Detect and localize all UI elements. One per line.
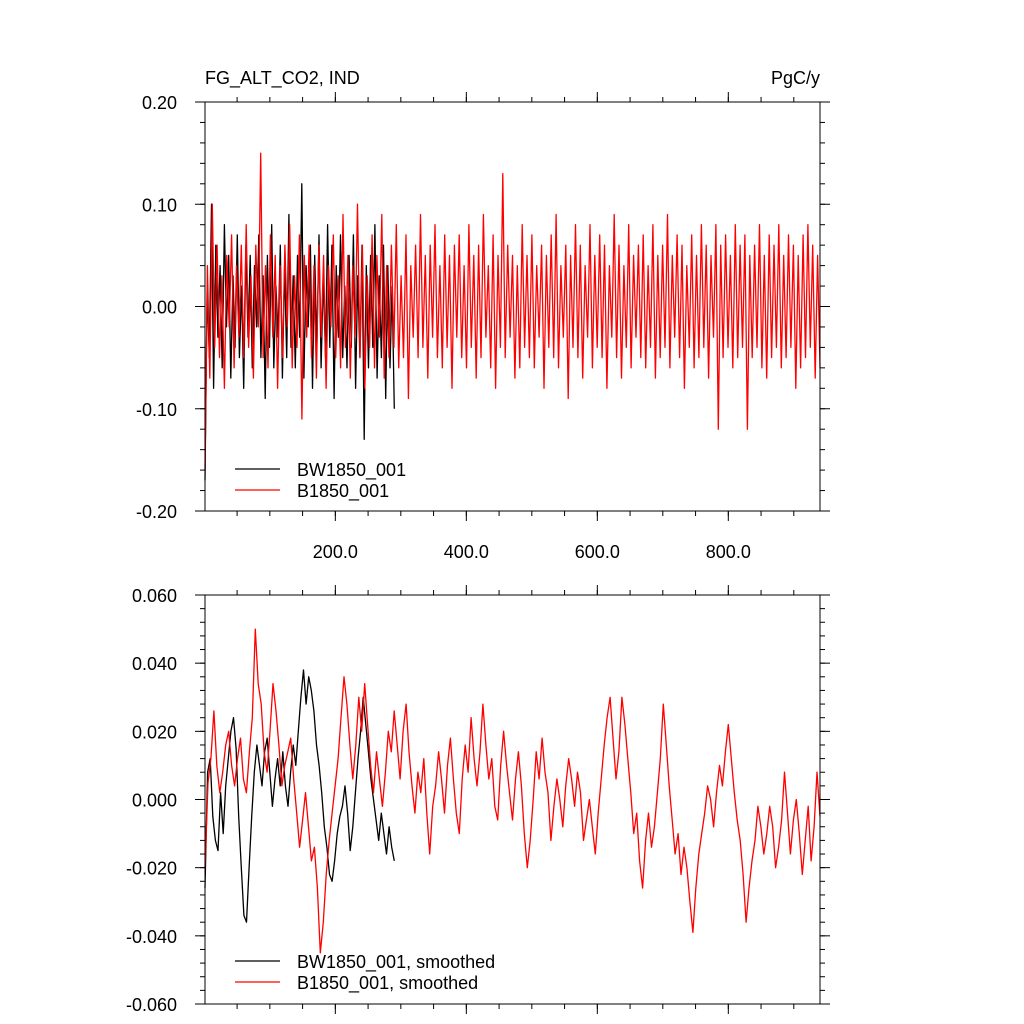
top-panel-legend: BW1850_001 B1850_001	[235, 460, 406, 502]
y-tick-label: -0.020	[126, 859, 177, 879]
legend-label-b1850: B1850_001	[297, 481, 389, 502]
top-panel-ticks: -0.20 -0.10 0.00 0.10 0.20 200.0 400.0 600.0 800…	[136, 92, 830, 562]
y-tick-label: -0.20	[136, 502, 177, 522]
legend-label-b1850-smoothed: B1850_001, smoothed	[297, 973, 478, 994]
x-tick-label: 200.0	[313, 542, 358, 562]
series-line-1-0	[204, 669, 395, 923]
top-panel-units: PgC/y	[771, 68, 820, 88]
y-tick-label: 0.000	[132, 791, 177, 811]
bottom-panel: -0.060 -0.040 -0.020 0.000 0.020 0.040 0.060 B…	[126, 585, 830, 1015]
y-tick-label: -0.040	[126, 927, 177, 947]
top-panel: FG_ALT_CO2, IND PgC/y -0.20 -0.10 0.00 0.10…	[136, 68, 830, 562]
series-line-0-1	[204, 152, 821, 471]
top-panel-series	[204, 152, 821, 481]
y-tick-label: 0.10	[142, 195, 177, 215]
y-tick-label: 0.20	[142, 93, 177, 113]
bottom-panel-frame	[204, 594, 821, 1005]
y-tick-label: -0.10	[136, 400, 177, 420]
y-tick-label: 0.060	[132, 586, 177, 606]
y-tick-label: 0.00	[142, 298, 177, 318]
bottom-panel-series	[204, 628, 821, 954]
y-tick-label: -0.060	[126, 995, 177, 1015]
y-tick-label: 0.020	[132, 722, 177, 742]
series-line-1-1	[204, 628, 821, 954]
y-tick-label: 0.040	[132, 654, 177, 674]
x-tick-label: 800.0	[706, 542, 751, 562]
legend-label-bw1850: BW1850_001	[297, 460, 406, 481]
bottom-panel-legend: BW1850_001, smoothed B1850_001, smoothed	[235, 952, 495, 994]
legend-label-bw1850-smoothed: BW1850_001, smoothed	[297, 952, 495, 973]
x-tick-label: 400.0	[444, 542, 489, 562]
bottom-panel-ticks: -0.060 -0.040 -0.020 0.000 0.020 0.040 0.060	[126, 585, 830, 1015]
top-panel-title: FG_ALT_CO2, IND	[205, 68, 360, 89]
x-tick-label: 600.0	[575, 542, 620, 562]
